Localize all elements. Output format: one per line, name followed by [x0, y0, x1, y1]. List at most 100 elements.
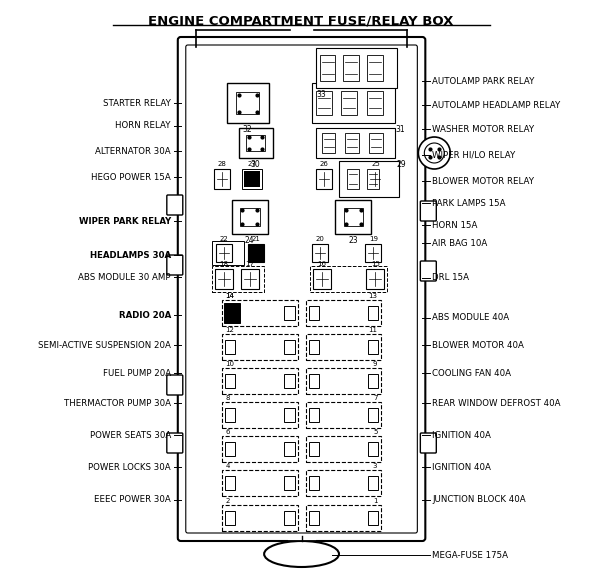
Text: ABS MODULE 40A: ABS MODULE 40A — [433, 313, 509, 323]
Bar — [244, 171, 260, 187]
Text: IGNITION 40A: IGNITION 40A — [433, 430, 491, 439]
Bar — [232, 200, 268, 234]
Bar — [222, 402, 298, 428]
Text: AIR BAG 10A: AIR BAG 10A — [433, 238, 488, 248]
Bar — [212, 266, 263, 292]
Bar — [368, 408, 379, 422]
Text: POWER LOCKS 30A: POWER LOCKS 30A — [88, 462, 171, 472]
Text: 23: 23 — [349, 236, 358, 245]
Bar — [241, 269, 259, 289]
Text: POWER SEATS 30A: POWER SEATS 30A — [89, 430, 171, 439]
Bar — [284, 340, 295, 354]
Text: 12: 12 — [226, 327, 235, 333]
Text: 5: 5 — [373, 429, 377, 435]
Text: 3: 3 — [373, 463, 377, 469]
Text: 7: 7 — [373, 395, 377, 401]
Bar — [222, 300, 298, 326]
Text: 20: 20 — [315, 236, 324, 242]
Bar — [346, 133, 359, 153]
Bar — [305, 505, 382, 531]
Text: 14: 14 — [226, 293, 235, 299]
Text: 28: 28 — [217, 161, 226, 167]
Bar — [340, 161, 400, 197]
Bar — [368, 374, 379, 388]
Text: 11: 11 — [368, 327, 377, 333]
Bar — [305, 300, 382, 326]
Text: 24: 24 — [245, 236, 254, 245]
Bar — [310, 266, 388, 292]
Bar — [344, 207, 364, 226]
Text: AUTOLAMP PARK RELAY: AUTOLAMP PARK RELAY — [433, 77, 535, 85]
Bar — [368, 340, 379, 354]
Bar — [367, 91, 383, 115]
Bar — [367, 169, 379, 189]
Text: COOLING FAN 40A: COOLING FAN 40A — [433, 368, 511, 378]
Text: HORN RELAY: HORN RELAY — [115, 121, 171, 131]
Bar — [284, 374, 295, 388]
Bar — [305, 368, 382, 394]
Text: 30: 30 — [251, 160, 260, 169]
Bar — [225, 374, 235, 388]
Text: 4: 4 — [226, 463, 230, 469]
FancyBboxPatch shape — [421, 433, 436, 453]
Bar — [216, 244, 232, 262]
Bar — [225, 306, 235, 320]
Bar — [225, 476, 235, 490]
Bar — [341, 91, 358, 115]
Bar — [367, 269, 385, 289]
Bar — [308, 340, 319, 354]
Text: 21: 21 — [251, 236, 260, 242]
FancyBboxPatch shape — [167, 375, 183, 395]
Bar — [284, 511, 295, 525]
Text: 10: 10 — [226, 361, 235, 367]
Text: 2: 2 — [226, 498, 230, 504]
Text: IGNITION 40A: IGNITION 40A — [433, 462, 491, 472]
Bar — [212, 241, 244, 265]
Bar — [242, 169, 262, 189]
Bar — [222, 505, 298, 531]
Bar — [225, 511, 235, 525]
Text: RADIO 20A: RADIO 20A — [119, 311, 171, 320]
Text: REAR WINDOW DEFROST 40A: REAR WINDOW DEFROST 40A — [433, 398, 561, 407]
Bar — [222, 334, 298, 360]
Text: PARK LAMPS 15A: PARK LAMPS 15A — [433, 198, 506, 207]
Bar — [311, 83, 395, 123]
Text: MEGA-FUSE 175A: MEGA-FUSE 175A — [433, 551, 508, 559]
Bar — [316, 169, 332, 189]
Text: ENGINE COMPARTMENT FUSE/RELAY BOX: ENGINE COMPARTMENT FUSE/RELAY BOX — [148, 15, 453, 28]
Bar — [305, 470, 382, 496]
Text: 18: 18 — [219, 261, 228, 267]
Text: 19: 19 — [369, 236, 378, 242]
Bar — [284, 306, 295, 320]
Text: 22: 22 — [220, 236, 228, 242]
Text: 26: 26 — [319, 161, 328, 167]
Bar — [368, 306, 379, 320]
Bar — [370, 133, 383, 153]
Bar — [305, 334, 382, 360]
Text: 31: 31 — [396, 125, 406, 134]
Bar — [284, 476, 295, 490]
Bar — [313, 269, 331, 289]
Bar — [368, 476, 379, 490]
Bar — [308, 408, 319, 422]
Bar — [224, 303, 239, 323]
Text: 17: 17 — [245, 261, 254, 267]
Text: WIPER PARK RELAY: WIPER PARK RELAY — [79, 217, 171, 226]
Bar — [343, 55, 359, 81]
Bar — [284, 408, 295, 422]
Text: ABS MODULE 30 AMP: ABS MODULE 30 AMP — [79, 273, 171, 281]
Bar — [308, 442, 319, 456]
Bar — [222, 436, 298, 462]
Bar — [247, 135, 265, 151]
FancyBboxPatch shape — [421, 261, 436, 281]
FancyBboxPatch shape — [167, 195, 183, 215]
Bar — [365, 244, 382, 262]
Text: WIPER HI/LO RELAY: WIPER HI/LO RELAY — [433, 151, 515, 159]
FancyBboxPatch shape — [421, 201, 436, 221]
Bar — [239, 128, 272, 158]
FancyBboxPatch shape — [167, 255, 183, 275]
Text: 33: 33 — [317, 90, 326, 99]
Bar — [225, 408, 235, 422]
Text: AUTOLAMP HEADLAMP RELAY: AUTOLAMP HEADLAMP RELAY — [433, 100, 560, 109]
FancyBboxPatch shape — [167, 433, 183, 453]
